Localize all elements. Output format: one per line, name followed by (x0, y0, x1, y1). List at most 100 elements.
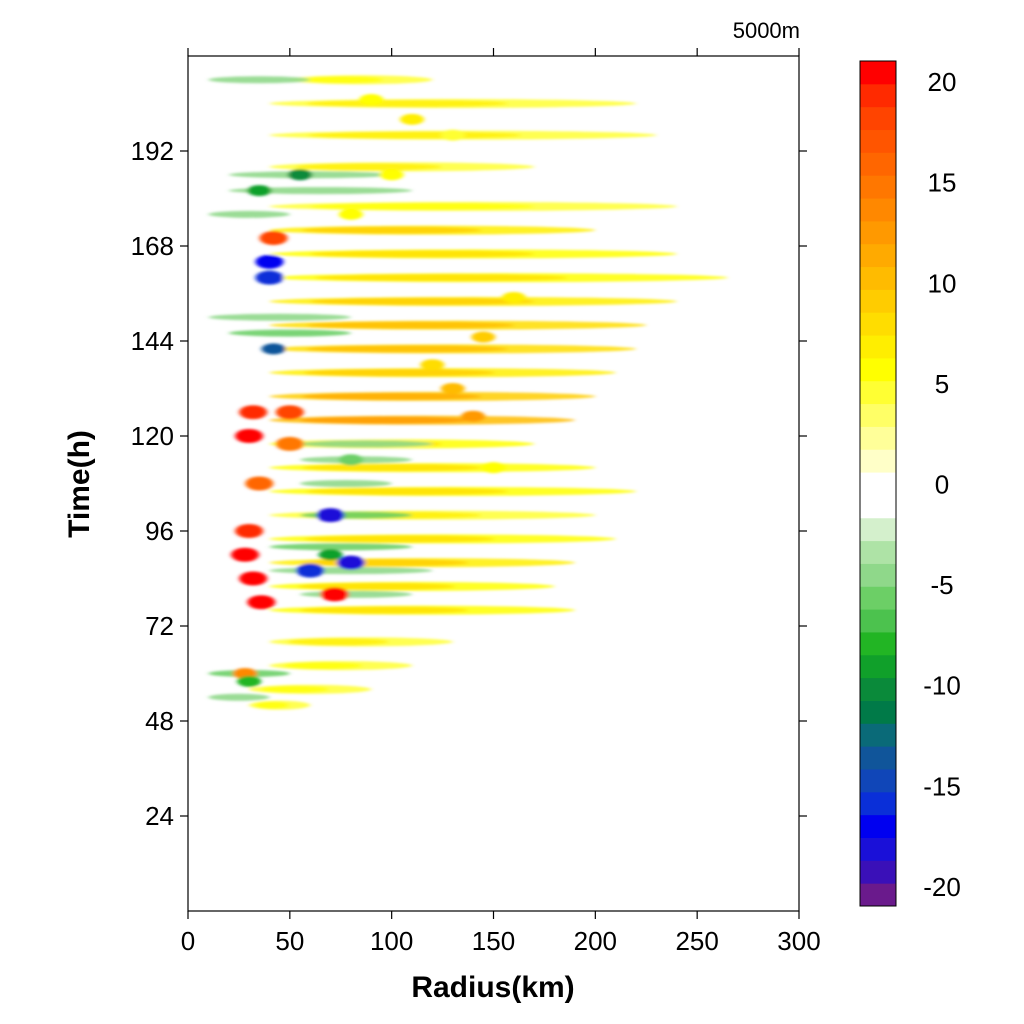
colorbar-swatch (860, 106, 896, 131)
colorbar-swatch (860, 586, 896, 610)
y-tick-label: 192 (131, 136, 174, 166)
colorbar-swatch (860, 700, 896, 724)
negative-streak (228, 187, 413, 195)
negative-cell (336, 555, 365, 570)
negative-cell (316, 508, 345, 523)
level-label: 5000m (733, 18, 800, 43)
colorbar-swatch (860, 152, 896, 176)
y-tick-label: 96 (145, 516, 174, 546)
positive-cell (235, 524, 264, 538)
y-tick-label: 72 (145, 611, 174, 641)
positive-cell (245, 476, 274, 491)
colorbar-swatch (860, 540, 896, 564)
negative-streak (208, 693, 270, 701)
negative-cell (318, 549, 343, 561)
colorbar-swatch (860, 517, 896, 542)
x-tick-label: 50 (275, 926, 304, 956)
colorbar-swatch (860, 357, 896, 382)
colorbar-swatch (860, 129, 896, 153)
positive-streak-core (300, 559, 469, 567)
positive-streak-core (295, 163, 442, 171)
colorbar-frame (859, 60, 897, 907)
positive-streak-core (307, 321, 515, 329)
colorbar-swatch (860, 83, 896, 108)
colorbar: 20 15 10 5 0 -5 -10 -15 -20 (859, 60, 961, 907)
positive-streak-core (300, 606, 469, 614)
positive-streak-core (310, 250, 535, 258)
x-tick-label: 300 (777, 926, 820, 956)
positive-cell (400, 113, 425, 125)
colorbar-swatch (860, 768, 896, 793)
colorbar-swatch (860, 746, 896, 770)
positive-cell (359, 94, 384, 106)
negative-cell (255, 270, 284, 285)
negative-cell (288, 169, 313, 181)
colorbar-swatch (860, 654, 896, 679)
positive-streak-core (302, 464, 482, 472)
x-tick-label: 150 (472, 926, 515, 956)
positive-cell (379, 169, 404, 181)
positive-streak-core (261, 685, 329, 693)
x-tick-label: 200 (574, 926, 617, 956)
positive-cell (235, 429, 264, 443)
colorbar-swatch (860, 837, 896, 861)
colorbar-swatch (860, 175, 896, 199)
positive-streak-core (304, 76, 383, 84)
contour-field (208, 75, 728, 710)
colorbar-swatch (860, 723, 896, 747)
y-axis: 24 48 72 96 120 144 168 192 (131, 136, 807, 831)
colorbar-swatch (860, 677, 896, 701)
plot-background (188, 56, 799, 911)
colorbar-swatch (860, 494, 896, 519)
colorbar-label: -15 (923, 771, 961, 801)
positive-streak-core (283, 662, 363, 670)
negative-cell (261, 343, 286, 355)
colorbar-swatch (860, 472, 896, 496)
colorbar-swatch (860, 312, 896, 336)
negative-streak (208, 210, 290, 218)
positive-streak-core (308, 131, 521, 139)
colorbar-swatch (860, 791, 896, 816)
y-tick-label: 144 (131, 326, 174, 356)
positive-streak-core (300, 416, 469, 424)
y-tick-label: 168 (131, 231, 174, 261)
negative-streak (300, 480, 392, 487)
negative-cell (237, 675, 262, 687)
positive-streak-core (304, 535, 495, 543)
positive-cell (259, 231, 288, 246)
y-tick-label: 120 (131, 421, 174, 451)
positive-cell (440, 129, 465, 141)
colorbar-swatch (860, 449, 896, 473)
positive-cell (501, 291, 526, 303)
positive-cell (239, 405, 268, 420)
colorbar-swatch (860, 609, 896, 633)
positive-cell (320, 587, 349, 602)
x-axis: 0 50 100 150 200 250 300 (181, 48, 821, 956)
colorbar-label: 20 (928, 67, 957, 97)
positive-cell (338, 208, 363, 220)
colorbar-swatch (860, 426, 896, 450)
negative-streak (228, 329, 351, 337)
colorbar-swatch (860, 61, 896, 85)
colorbar-swatch (860, 563, 896, 587)
y-tick-label: 24 (145, 801, 174, 831)
colorbar-label: 0 (935, 470, 949, 500)
colorbar-label: -10 (923, 671, 961, 701)
negative-cell (255, 254, 284, 269)
positive-streak-core (287, 638, 389, 646)
x-tick-label: 250 (675, 926, 718, 956)
positive-streak-core (302, 392, 482, 400)
negative-cell (247, 185, 272, 197)
positive-streak-core (306, 345, 508, 353)
negative-streak (208, 76, 311, 84)
positive-cell (481, 462, 506, 474)
y-tick-label: 48 (145, 706, 174, 736)
colorbar-label: 15 (928, 168, 957, 198)
positive-streak-core (310, 202, 535, 210)
positive-streak-core (304, 369, 495, 377)
negative-streak (208, 313, 351, 321)
positive-cell (275, 436, 304, 451)
positive-cell (247, 595, 276, 610)
positive-cell (461, 410, 486, 422)
